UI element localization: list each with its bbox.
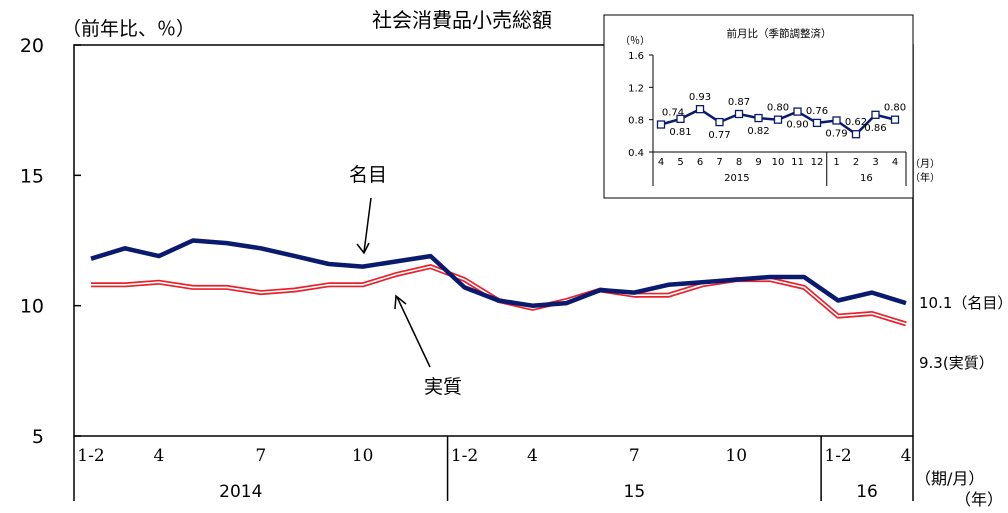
nominal-arrow: [363, 197, 372, 253]
main-series-group: [90, 238, 907, 327]
inset-data-label: 0.74: [662, 108, 684, 119]
inset-data-label: 0.86: [864, 123, 886, 134]
inset-x-year-label: 16: [860, 173, 873, 184]
inset-data-label: 0.79: [825, 128, 847, 139]
inset-y-tick-label: 0.4: [628, 148, 644, 159]
inset-data-label: 0.93: [689, 92, 711, 103]
inset-data-point: [734, 109, 744, 119]
real-arrow: [396, 296, 431, 368]
inset-data-label: 0.80: [884, 103, 906, 114]
main-x-month-label: 4: [527, 446, 538, 466]
inset-data-point: [890, 115, 900, 124]
main-x-month-label: 4: [901, 446, 912, 466]
inset-x-year-unit-label: （年）: [910, 171, 940, 184]
main-y-axis-label: （前年比、％）: [62, 18, 195, 40]
inset-x-month-label: 10: [772, 157, 785, 168]
nominal-arrow-head: [356, 242, 370, 255]
main-x-year-unit-label: （年）: [955, 490, 1003, 509]
inset-x-month-label: 11: [791, 157, 804, 168]
inset-data-label: 0.76: [806, 106, 828, 117]
main-x-year-label: 16: [856, 482, 878, 502]
inset-x-month-label: 9: [755, 157, 761, 168]
main-x-year-label: 15: [624, 482, 646, 502]
inset-x-month-label: 4: [658, 157, 664, 168]
inset-y-tick-label: 1.2: [628, 83, 644, 94]
inset-y-tick-label: 1.6: [628, 51, 644, 62]
main-x-month-label: 10: [352, 446, 374, 466]
inset-data-point: [754, 113, 763, 123]
inset-x-month-label: 12: [811, 157, 824, 168]
inset-data-point: [676, 114, 685, 124]
inset-chart: 前月比（季節調整済） （％） 0.40.81.21.6 4 5 6 7 8 9 10 11 12…: [603, 14, 940, 199]
inset-data-label: 0.77: [708, 130, 730, 141]
inset-x-month-label: 5: [677, 157, 683, 168]
inset-x-unit-label: （月）: [910, 158, 940, 170]
inset-data-point: [773, 115, 783, 124]
main-x-year-label: 2014: [219, 482, 262, 502]
inset-y-axis: 0.4 0.8 1.2 1.6: [628, 51, 653, 159]
main-y-axis: 5 10 15 20: [20, 35, 81, 448]
inset-series-group: 0.74 0.81 0.93 0.77 0.87 0.82 0.80 0.90 0.76 0.79…: [656, 92, 906, 141]
inset-data-point: [793, 107, 802, 116]
main-x-month-label: 1-2: [77, 446, 104, 466]
inset-x-month-label: 4: [892, 157, 898, 168]
inset-title: 前月比（季節調整済）: [727, 27, 832, 40]
inset-data-point: [832, 116, 841, 125]
main-y-tick-label: 15: [20, 165, 44, 187]
inset-data-point: [851, 130, 861, 139]
inset-x-month-label: 6: [697, 157, 703, 168]
main-x-unit-label: （期/月）: [915, 469, 984, 488]
inset-x-month-label: 1: [833, 157, 839, 168]
real-arrow-head: [394, 294, 407, 310]
inset-data-point: [695, 105, 705, 114]
inset-data-point: [812, 118, 822, 128]
inset-data-point: [656, 120, 666, 129]
nominal-series-label: 名目: [349, 164, 387, 186]
real-series-label: 実質: [424, 376, 462, 398]
end-label-real: 9.3(実質）: [919, 354, 994, 372]
main-x-month-label: 4: [154, 446, 165, 466]
inset-x-month-label: 2: [853, 157, 859, 168]
inset-data-label: 0.90: [786, 120, 808, 131]
end-label-nominal: 10.1（名目）: [919, 294, 1008, 312]
inset-data-label: 0.62: [845, 117, 867, 128]
main-y-tick-label: 10: [20, 296, 44, 318]
main-y-tick-label: 20: [20, 35, 44, 57]
inset-y-axis-label: （％）: [620, 35, 650, 47]
main-x-axis: 1-2 4 7 10 1-2 4 7 10 1-2 4 2014 15 16: [73, 436, 914, 502]
main-y-tick-label: 5: [32, 426, 44, 448]
main-chart-title: 社会消費品小売総額: [372, 8, 552, 32]
inset-x-month-label: 7: [716, 157, 722, 168]
main-x-month-label: 10: [725, 446, 747, 466]
inset-data-point: [871, 110, 880, 119]
inset-data-label: 0.87: [728, 97, 750, 108]
inset-data-label: 0.81: [669, 127, 691, 138]
inset-x-month-label: 8: [736, 157, 742, 168]
inset-y-tick-label: 0.8: [628, 116, 644, 127]
main-x-month-label: 1-2: [824, 446, 851, 466]
main-x-month-label: 7: [255, 446, 266, 466]
inset-data-label: 0.82: [747, 126, 769, 137]
inset-data-point: [715, 117, 724, 127]
inset-x-month-label: 3: [872, 157, 878, 168]
inset-frame: [603, 14, 914, 199]
inset-data-label: 0.80: [767, 103, 789, 114]
inset-x-year-label: 2015: [724, 173, 749, 184]
main-x-month-label: 7: [629, 446, 640, 466]
main-x-month-label: 1-2: [451, 446, 478, 466]
main-plot-frame: [73, 44, 914, 437]
series-nominal-line: [90, 238, 907, 308]
